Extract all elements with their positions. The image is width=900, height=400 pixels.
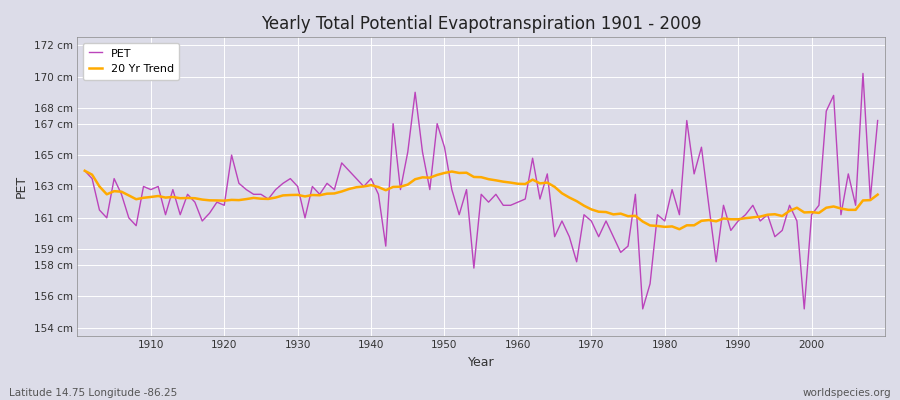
20 Yr Trend <box>512 181 523 186</box>
PET <box>637 306 648 311</box>
20 Yr Trend <box>505 180 516 185</box>
Text: Latitude 14.75 Longitude -86.25: Latitude 14.75 Longitude -86.25 <box>9 388 177 398</box>
PET <box>300 216 310 220</box>
20 Yr Trend <box>344 186 355 191</box>
PET <box>872 118 883 123</box>
Line: PET: PET <box>85 74 878 309</box>
Y-axis label: PET: PET <box>15 175 28 198</box>
20 Yr Trend <box>138 195 148 200</box>
20 Yr Trend <box>300 194 310 199</box>
Title: Yearly Total Potential Evapotranspiration 1901 - 2009: Yearly Total Potential Evapotranspiratio… <box>261 15 701 33</box>
PET <box>344 168 355 173</box>
20 Yr Trend <box>79 168 90 173</box>
20 Yr Trend <box>674 227 685 232</box>
PET <box>138 184 148 189</box>
PET <box>858 71 868 76</box>
20 Yr Trend <box>872 192 883 197</box>
PET <box>512 200 523 204</box>
Line: 20 Yr Trend: 20 Yr Trend <box>85 171 878 229</box>
X-axis label: Year: Year <box>468 356 494 369</box>
Legend: PET, 20 Yr Trend: PET, 20 Yr Trend <box>83 43 179 80</box>
Text: worldspecies.org: worldspecies.org <box>803 388 891 398</box>
PET <box>79 168 90 173</box>
20 Yr Trend <box>600 210 611 214</box>
PET <box>505 203 516 208</box>
PET <box>600 218 611 223</box>
